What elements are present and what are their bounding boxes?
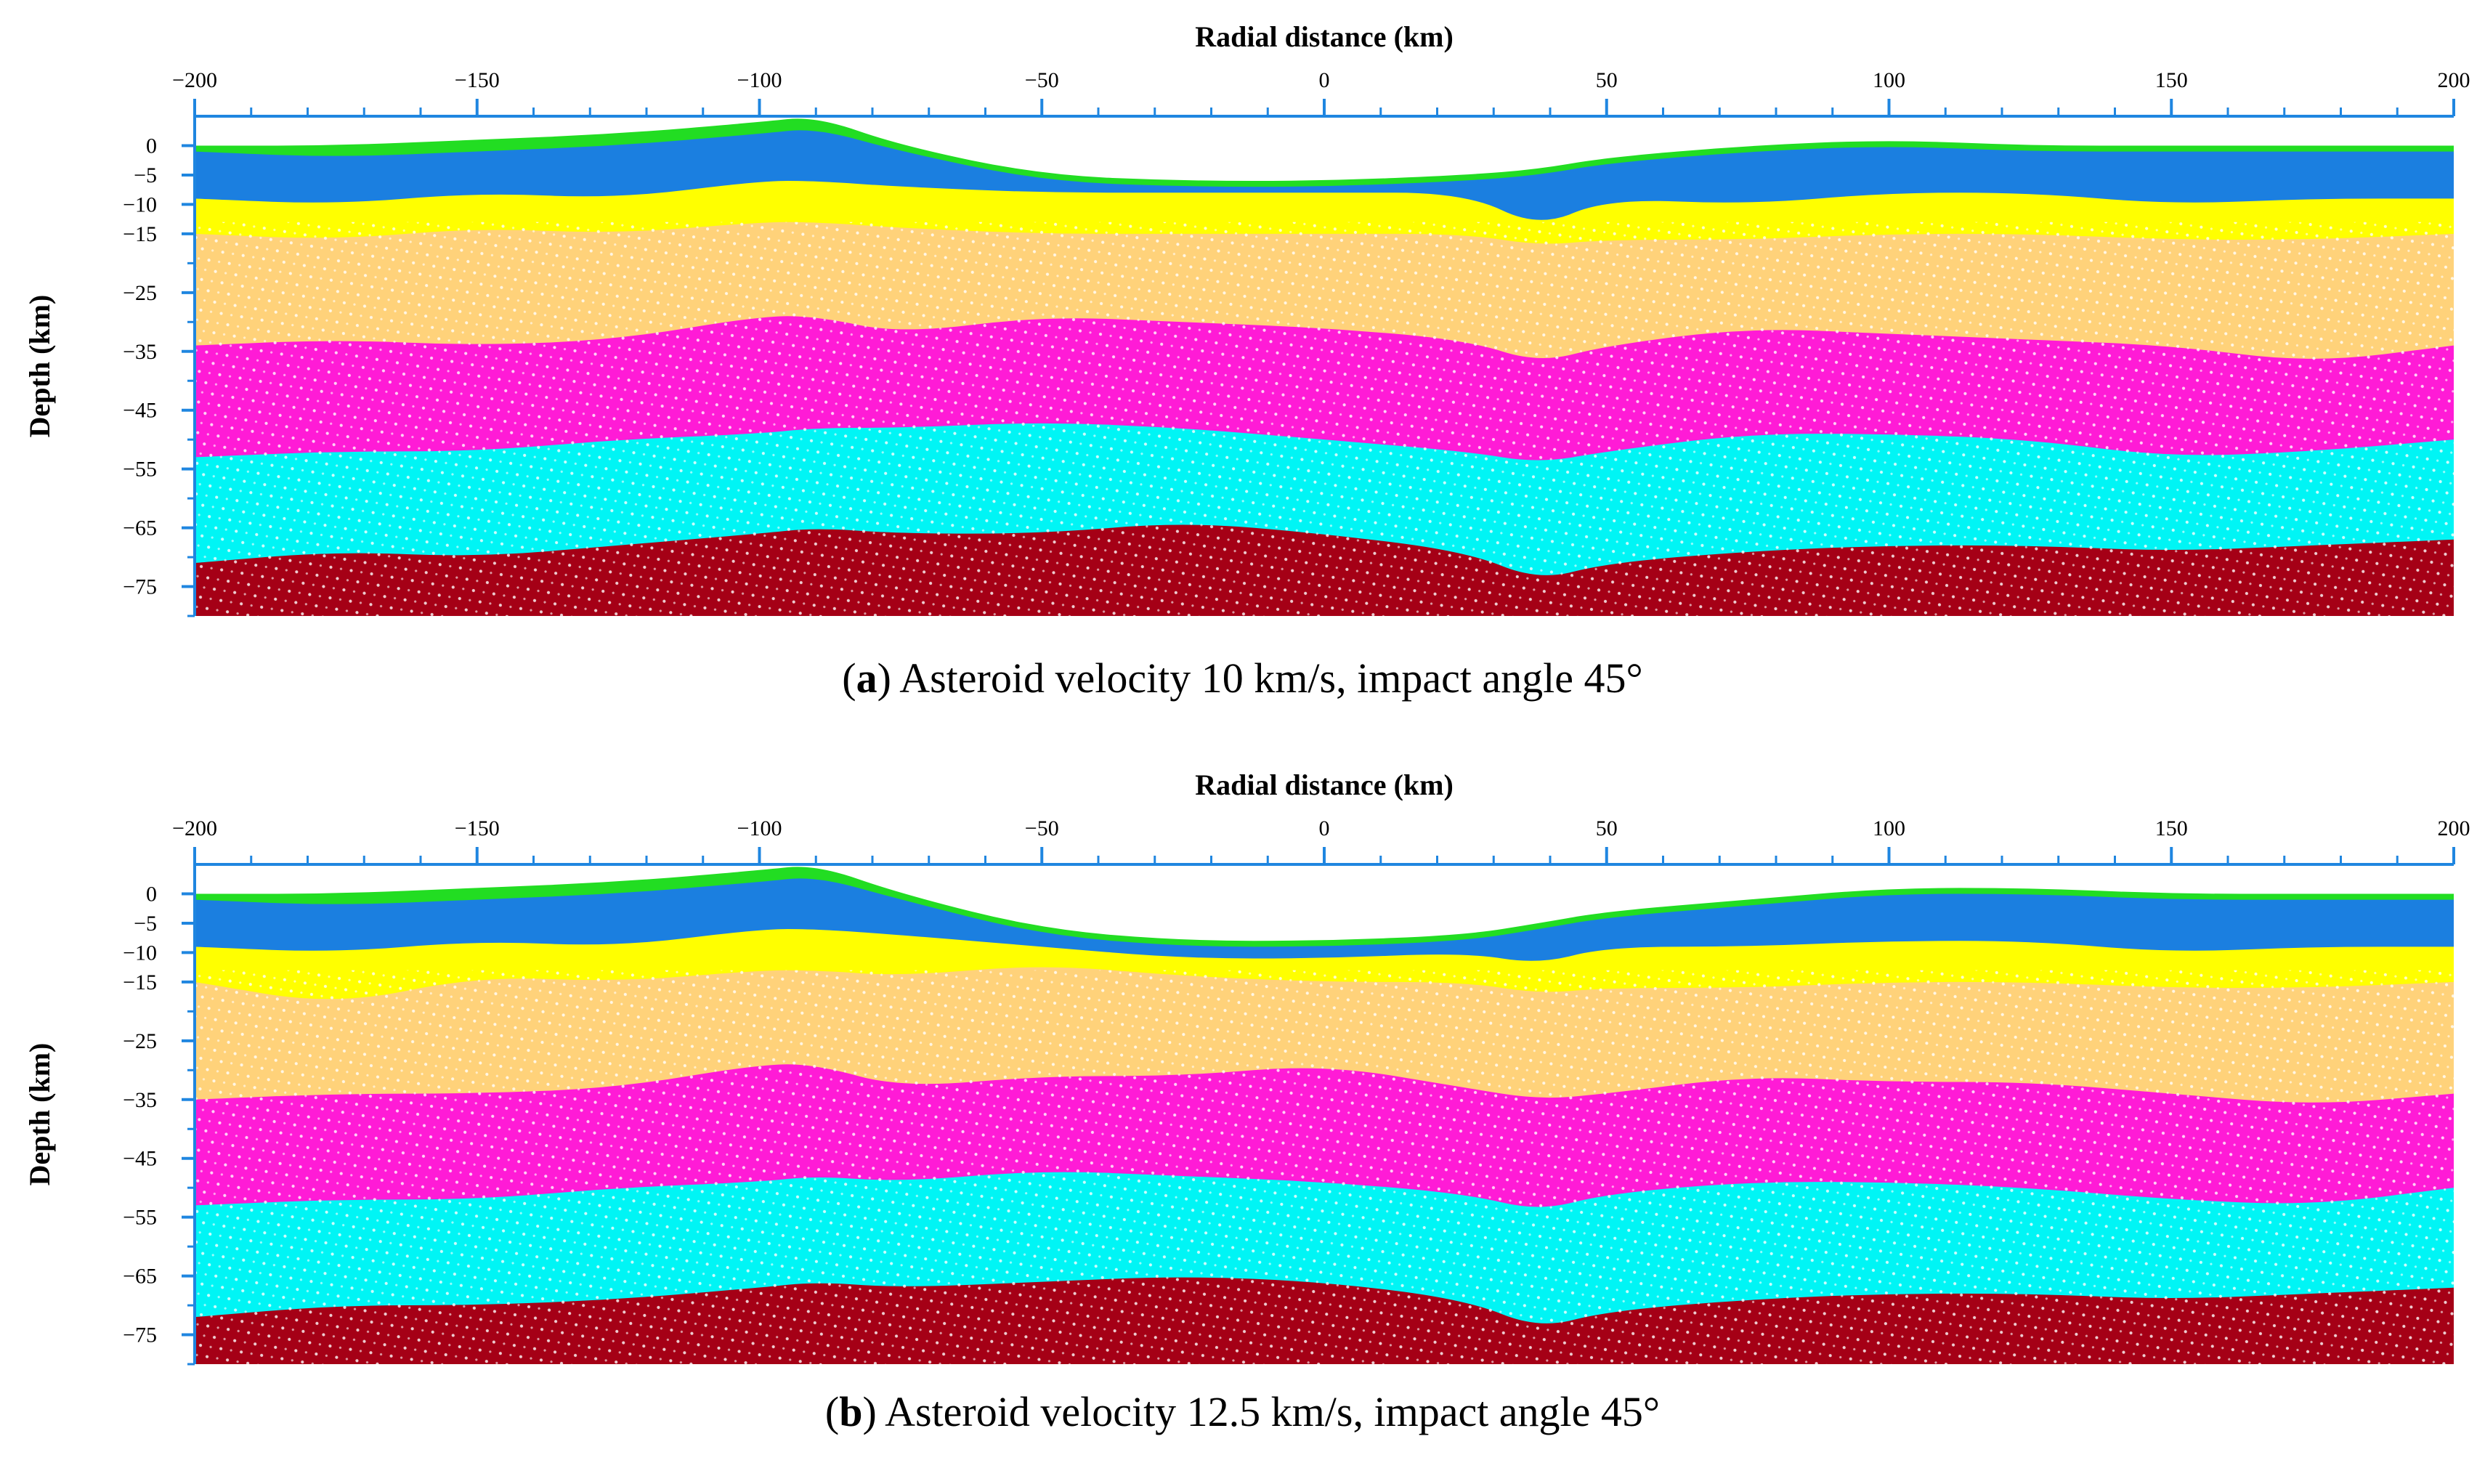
y-tick-label--25-b: −25 (123, 1029, 157, 1053)
caption-b-text: Asteroid velocity 12.5 km/s, impact angl… (885, 1388, 1661, 1435)
y-tick-label--25-a: −25 (123, 281, 157, 305)
x-tick-label-150-b: 150 (2155, 816, 2188, 840)
y-tick-label--55-a: −55 (123, 458, 157, 482)
x-tick-label-0-a: 0 (1319, 68, 1330, 92)
x-tick-label--50-a: −50 (1025, 68, 1059, 92)
caption-a-letter: a (856, 654, 877, 702)
y-tick-label-0-a: 0 (146, 134, 157, 158)
y-tick-label--45-b: −45 (123, 1147, 157, 1171)
particle-texture-b (195, 970, 2454, 1364)
layers-b (195, 867, 2454, 1364)
x-tick-label-0-b: 0 (1319, 816, 1330, 840)
x-tick-label-200-b: 200 (2438, 816, 2470, 840)
y-tick-label--35-a: −35 (123, 340, 157, 364)
x-tick-label-100-a: 100 (1873, 68, 1905, 92)
y-tick-label--15-a: −15 (123, 222, 157, 246)
x-tick-label-50-a: 50 (1596, 68, 1618, 92)
y-axis-title-a: Depth (km) (23, 295, 56, 438)
y-tick-label--10-b: −10 (123, 941, 157, 965)
cross-section-chart-b: −200 −150 −100 −50 0 50 100 150 200 0 −5 −10 −15 −25 −… (23, 769, 2470, 1366)
y-tick-label--5-a: −5 (134, 163, 157, 187)
y-axis-title-b: Depth (km) (23, 1043, 56, 1186)
particle-texture-a (195, 222, 2454, 616)
y-tick-label--65-b: −65 (123, 1265, 157, 1289)
x-axis-title-a: Radial distance (km) (1195, 20, 1454, 53)
y-tick-label--55-b: −55 (123, 1206, 157, 1230)
x-tick-label--100-b: −100 (737, 816, 782, 840)
y-tick-label--65-a: −65 (123, 516, 157, 540)
x-tick-label--200-b: −200 (172, 816, 217, 840)
y-tick-label--5-b: −5 (134, 912, 157, 936)
x-tick-label-150-a: 150 (2155, 68, 2188, 92)
caption-b: (b) Asteroid velocity 12.5 km/s, impact … (824, 1388, 1661, 1435)
x-tick-label-100-b: 100 (1873, 816, 1905, 840)
x-tick-label-50-b: 50 (1596, 816, 1618, 840)
caption-a-text: Asteroid velocity 10 km/s, impact angle … (899, 654, 1643, 702)
layers-a (195, 118, 2454, 616)
caption-b-letter: b (839, 1388, 863, 1435)
x-tick-label--100-a: −100 (737, 68, 782, 92)
y-tick-label--45-a: −45 (123, 399, 157, 423)
x-tick-label--150-a: −150 (455, 68, 500, 92)
panel-b: −200 −150 −100 −50 0 50 100 150 200 0 −5 −10 −15 −25 −… (0, 748, 2485, 1484)
x-tick-label--200-a: −200 (172, 68, 217, 92)
y-tick-label--75-b: −75 (123, 1323, 157, 1347)
cross-section-chart-a: −200 −150 −100 −50 0 50 100 150 200 0 −5 −10 −15 −25 −… (23, 20, 2470, 617)
caption-a: (a) Asteroid velocity 10 km/s, impact an… (842, 654, 1643, 702)
x-tick-label--50-b: −50 (1025, 816, 1059, 840)
y-tick-label--10-a: −10 (123, 192, 157, 216)
x-tick-label--150-b: −150 (455, 816, 500, 840)
x-axis-title-b: Radial distance (km) (1195, 769, 1454, 801)
y-tick-label--75-a: −75 (123, 575, 157, 599)
y-tick-label-0-b: 0 (146, 882, 157, 906)
y-tick-label--35-b: −35 (123, 1088, 157, 1112)
y-tick-label--15-b: −15 (123, 970, 157, 994)
x-tick-label-200-a: 200 (2438, 68, 2470, 92)
panel-a: −200 −150 −100 −50 0 50 100 150 200 0 −5 −10 −15 −25 −… (0, 0, 2485, 726)
